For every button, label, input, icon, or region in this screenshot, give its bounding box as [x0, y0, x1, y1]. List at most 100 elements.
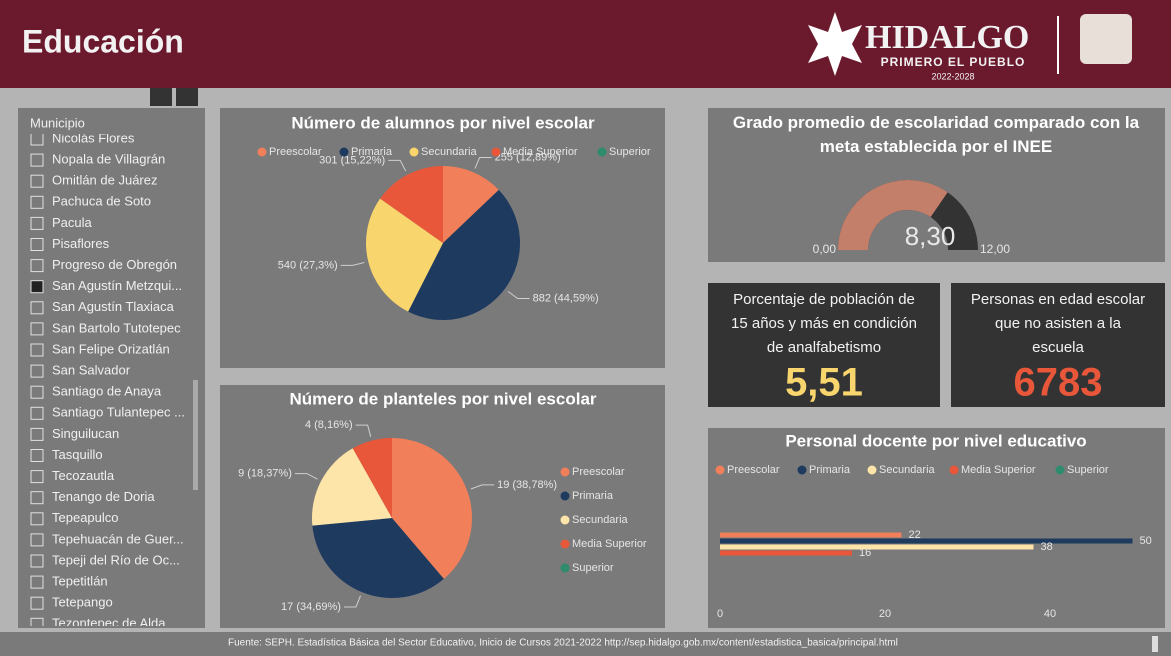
pie-slice	[392, 438, 473, 579]
slicer-item: Tezontepec de Alda...	[52, 616, 176, 631]
bar	[720, 550, 852, 556]
legend-marker	[560, 563, 570, 573]
card	[708, 283, 940, 407]
legend-label: Media Superior	[961, 464, 1036, 476]
checkbox[interactable]	[30, 216, 44, 230]
leader-line	[340, 262, 365, 266]
checkbox[interactable]	[30, 322, 44, 336]
panel	[708, 428, 1165, 628]
legend-label: Primaria	[572, 490, 614, 502]
chart-title: Número de alumnos por nivel escolar	[291, 113, 595, 132]
checkbox[interactable]	[30, 427, 44, 441]
slicer-item: Nicolás Flores	[52, 130, 135, 145]
crest	[1080, 14, 1132, 64]
pie-slice	[312, 448, 392, 526]
bar	[720, 532, 902, 538]
panel	[708, 108, 1165, 262]
legend-label: Media Superior	[503, 146, 578, 158]
checkbox[interactable]	[30, 512, 44, 526]
logo-star	[808, 12, 862, 76]
pie-slice	[365, 198, 443, 312]
legend-label: Preescolar	[269, 146, 322, 158]
legend-label: Primaria	[351, 146, 393, 158]
legend-marker	[797, 465, 807, 475]
checkbox[interactable]	[30, 280, 44, 294]
data-label: 9 (18,37%)	[238, 468, 292, 480]
checkbox[interactable]	[30, 449, 44, 462]
gauge-tick-label: 12,00	[980, 242, 1010, 256]
slicer-item: Tepeapulco	[52, 510, 119, 525]
checkbox[interactable]	[30, 533, 44, 547]
slicer-panel	[18, 108, 205, 628]
gauge-value-label: 8,30	[905, 221, 956, 251]
checkbox[interactable]	[30, 554, 44, 568]
pie-slice	[408, 189, 520, 321]
pie-slice	[380, 166, 443, 243]
checkbox[interactable]	[30, 195, 44, 209]
chart-title: Personal docente por nivel educativo	[785, 431, 1086, 450]
checkbox[interactable]	[30, 153, 44, 167]
legend-label: Superior	[572, 562, 614, 574]
leader-line	[355, 424, 372, 437]
slicer-item: Pacula	[52, 215, 93, 230]
checkbox[interactable]	[30, 491, 44, 505]
leader-line	[470, 484, 495, 490]
gauge-value	[838, 180, 948, 250]
legend-label: Media Superior	[572, 538, 647, 550]
leader-line	[507, 290, 530, 300]
data-label: 22	[909, 529, 921, 541]
x-tick-label: 40	[1044, 608, 1056, 620]
footer-bar	[0, 632, 1171, 656]
slicer-item: San Felipe Orizatlán	[52, 341, 170, 356]
scroll-handle[interactable]	[1152, 636, 1158, 652]
checkbox[interactable]	[30, 364, 44, 378]
card-label: Porcentaje de población de 15 años y más …	[731, 291, 917, 356]
checkbox[interactable]	[30, 385, 44, 399]
filter-icon[interactable]	[150, 88, 172, 106]
slicer-item: Singuilucan	[52, 426, 119, 441]
data-label: 19 (38,78%)	[497, 479, 557, 491]
leader-line	[294, 473, 318, 480]
checkbox[interactable]	[30, 301, 44, 315]
slicer-item: Pachuca de Soto	[52, 194, 151, 209]
checkbox[interactable]	[30, 133, 44, 146]
slicer-item: San Agustín Tlaxiaca	[52, 299, 175, 314]
card	[951, 283, 1165, 407]
checkbox[interactable]	[30, 596, 44, 610]
checkbox[interactable]	[30, 617, 44, 630]
checkbox[interactable]	[30, 238, 44, 251]
legend-marker	[560, 467, 570, 477]
legend-marker	[339, 147, 349, 157]
footer: Fuente: SEPH. Estadística Básica del Sec…	[228, 638, 898, 649]
pie-slice	[352, 438, 392, 518]
page-title: Educación	[22, 23, 184, 59]
checkbox[interactable]	[30, 406, 44, 420]
slicer-item: Nopala de Villagrán	[52, 152, 165, 167]
legend-marker	[949, 465, 959, 475]
legend-label: Superior	[609, 146, 651, 158]
gauge-tick-label: 0,00	[813, 242, 837, 256]
slicer-item: Santiago Tulantepec ...	[52, 405, 185, 420]
data-label: 4 (8,16%)	[305, 419, 353, 431]
legend-label: Preescolar	[572, 466, 625, 478]
checkbox[interactable]	[30, 575, 44, 589]
slicer-item: Tepeji del Río de Oc...	[52, 552, 180, 567]
checkbox[interactable]	[30, 343, 44, 357]
legend-label: Preescolar	[727, 464, 780, 476]
legend-marker	[560, 539, 570, 549]
data-label: 17 (34,69%)	[281, 601, 341, 613]
bar	[720, 544, 1034, 550]
slogan: PRIMERO EL PUEBLO	[881, 55, 1026, 69]
data-label: 38	[1041, 541, 1053, 553]
chart-title: Grado promedio de escolaridad comparado …	[733, 113, 1140, 156]
slicer-item: Pisaflores	[52, 236, 110, 251]
checkbox[interactable]	[30, 259, 44, 273]
legend-label: Secundaria	[879, 464, 936, 476]
checkbox[interactable]	[30, 174, 44, 188]
focus-icon[interactable]	[176, 88, 198, 106]
legend-label: Superior	[1067, 464, 1109, 476]
legend-marker	[491, 147, 501, 157]
checkbox[interactable]	[30, 470, 44, 484]
scrollbar[interactable]	[193, 380, 198, 490]
